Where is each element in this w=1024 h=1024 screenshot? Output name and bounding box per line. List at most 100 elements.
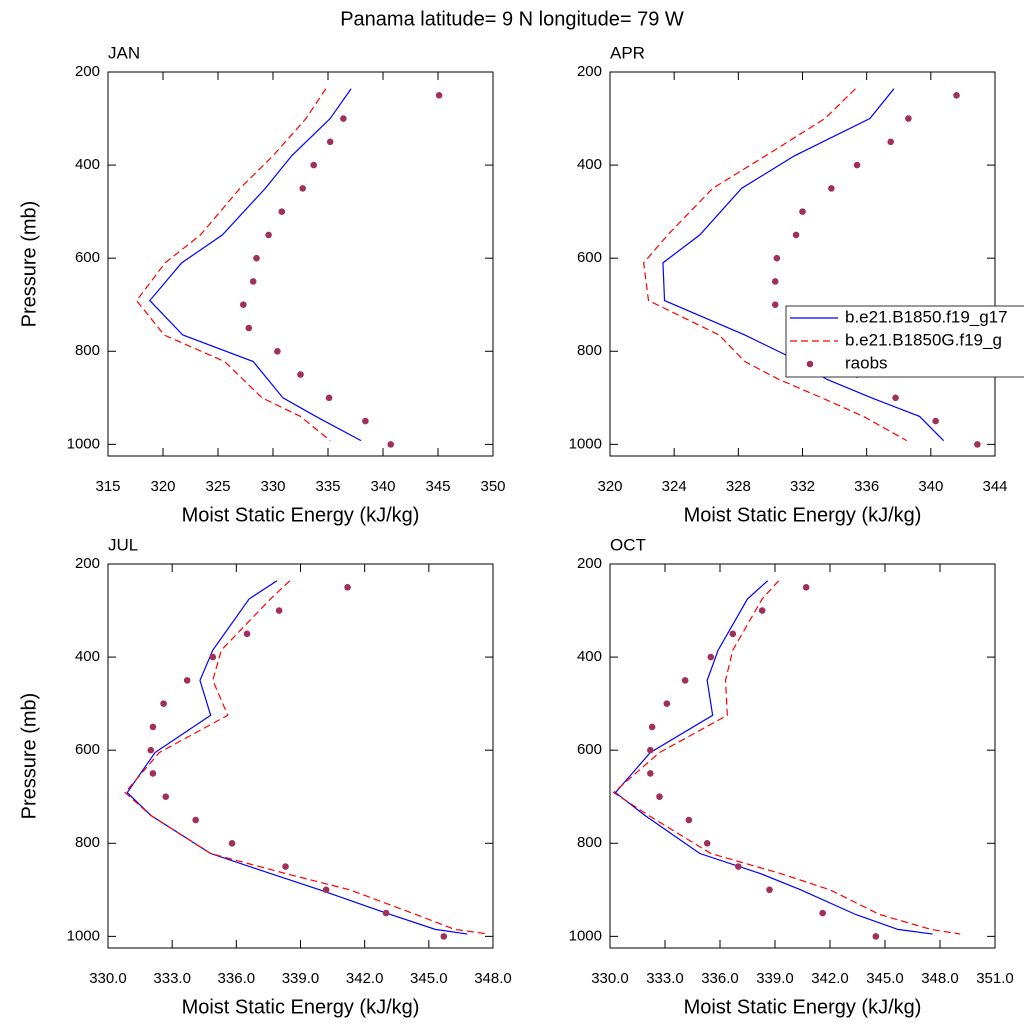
y-tick-label: 400 — [577, 648, 602, 665]
x-tick-label: 340 — [918, 478, 943, 495]
raob-point — [282, 863, 289, 870]
raob-point — [240, 301, 247, 309]
raob-point — [325, 394, 333, 402]
raob-point — [792, 231, 800, 239]
x-tick-label: 330.0 — [89, 970, 127, 987]
x-tick-label: 336.0 — [701, 970, 739, 987]
y-tick-label: 200 — [577, 63, 602, 80]
raob-point — [340, 115, 347, 122]
profile-line — [148, 88, 362, 442]
x-tick-label: 340 — [370, 478, 395, 495]
raob-point — [905, 115, 912, 122]
raob-point — [209, 653, 217, 661]
raob-point — [853, 161, 861, 169]
legend-marker — [806, 360, 814, 368]
y-tick-label: 1000 — [569, 435, 602, 452]
x-tick-label: 315 — [95, 478, 120, 495]
plot-frame — [609, 71, 996, 457]
x-tick-label: 320 — [597, 478, 622, 495]
raob-point — [656, 793, 663, 801]
y-tick-label: 600 — [577, 741, 602, 758]
raob-point — [758, 607, 766, 614]
x-tick-label: 339.0 — [756, 970, 794, 987]
raob-point — [160, 700, 167, 707]
raob-point — [703, 839, 711, 847]
x-tick-label: 330.0 — [591, 970, 629, 987]
y-tick-label: 800 — [577, 342, 602, 359]
x-tick-label: 328 — [726, 478, 751, 495]
x-tick-label: 332 — [790, 478, 815, 495]
plot-frame — [609, 563, 996, 949]
panel-title: APR — [610, 43, 645, 62]
plot-frame — [107, 71, 494, 457]
raob-point — [828, 185, 835, 192]
raob-point — [647, 746, 654, 754]
raob-point — [932, 417, 939, 425]
raob-point — [729, 630, 737, 638]
plot-frame — [107, 563, 494, 949]
raob-point — [183, 677, 191, 684]
x-tick-label: 336 — [854, 478, 879, 495]
panel-title: OCT — [610, 535, 646, 554]
x-tick-label: 339.0 — [282, 970, 320, 987]
raob-point — [872, 933, 880, 940]
profile-line — [643, 88, 908, 442]
raob-point — [149, 770, 157, 777]
y-tick-label: 600 — [75, 249, 100, 266]
raob-point — [253, 254, 260, 262]
page-title: Panama latitude= 9 N longitude= 79 W — [340, 8, 684, 30]
raob-point — [802, 583, 810, 591]
raob-point — [887, 138, 895, 146]
raob-point — [647, 770, 654, 777]
raob-point — [278, 208, 286, 215]
raob-point — [892, 394, 899, 402]
x-tick-label: 320 — [150, 478, 175, 495]
raob-point — [974, 441, 981, 448]
raob-point — [344, 583, 351, 591]
x-axis-label: Moist Static Energy (kJ/kg) — [182, 996, 420, 1018]
x-tick-label: 342.0 — [811, 970, 849, 987]
raob-point — [953, 91, 960, 99]
raob-point — [382, 909, 390, 917]
y-axis-label: Pressure (mb) — [18, 201, 40, 328]
raob-point — [771, 301, 779, 309]
x-tick-label: 333.0 — [153, 970, 191, 987]
raob-point — [245, 324, 253, 332]
raob-point — [440, 933, 448, 940]
x-tick-label: 345.0 — [410, 970, 448, 987]
raob-point — [819, 909, 826, 917]
y-tick-label: 1000 — [569, 927, 602, 944]
raob-point — [771, 278, 779, 285]
y-tick-label: 600 — [75, 741, 100, 758]
raob-point — [274, 347, 281, 355]
y-tick-label: 800 — [577, 834, 602, 851]
raob-point — [162, 793, 170, 801]
y-tick-label: 1000 — [67, 435, 100, 452]
raob-point — [435, 91, 443, 99]
raob-point — [322, 886, 330, 894]
panel-title: JAN — [108, 43, 140, 62]
x-tick-label: 345 — [425, 478, 450, 495]
legend-label: raobs — [845, 353, 888, 372]
y-axis-label: Pressure (mb) — [18, 693, 40, 820]
raob-point — [249, 278, 257, 285]
x-tick-label: 333.0 — [646, 970, 684, 987]
legend-label: b.e21.B1850G.f19_g — [845, 330, 1002, 349]
y-tick-label: 200 — [75, 63, 100, 80]
x-tick-label: 344 — [982, 478, 1007, 495]
profile-line — [124, 580, 489, 935]
x-axis-label: Moist Static Energy (kJ/kg) — [684, 996, 922, 1018]
x-tick-label: 325 — [205, 478, 230, 495]
raob-point — [243, 630, 251, 638]
x-tick-label: 345.0 — [866, 970, 904, 987]
panel-title: JUL — [108, 535, 138, 554]
raob-point — [297, 371, 304, 378]
x-tick-label: 348.0 — [921, 970, 959, 987]
raob-point — [766, 886, 773, 894]
raob-point — [387, 441, 395, 448]
y-tick-label: 200 — [75, 555, 100, 572]
x-tick-label: 348.0 — [474, 970, 512, 987]
y-tick-label: 800 — [75, 834, 100, 851]
x-tick-label: 330 — [260, 478, 285, 495]
